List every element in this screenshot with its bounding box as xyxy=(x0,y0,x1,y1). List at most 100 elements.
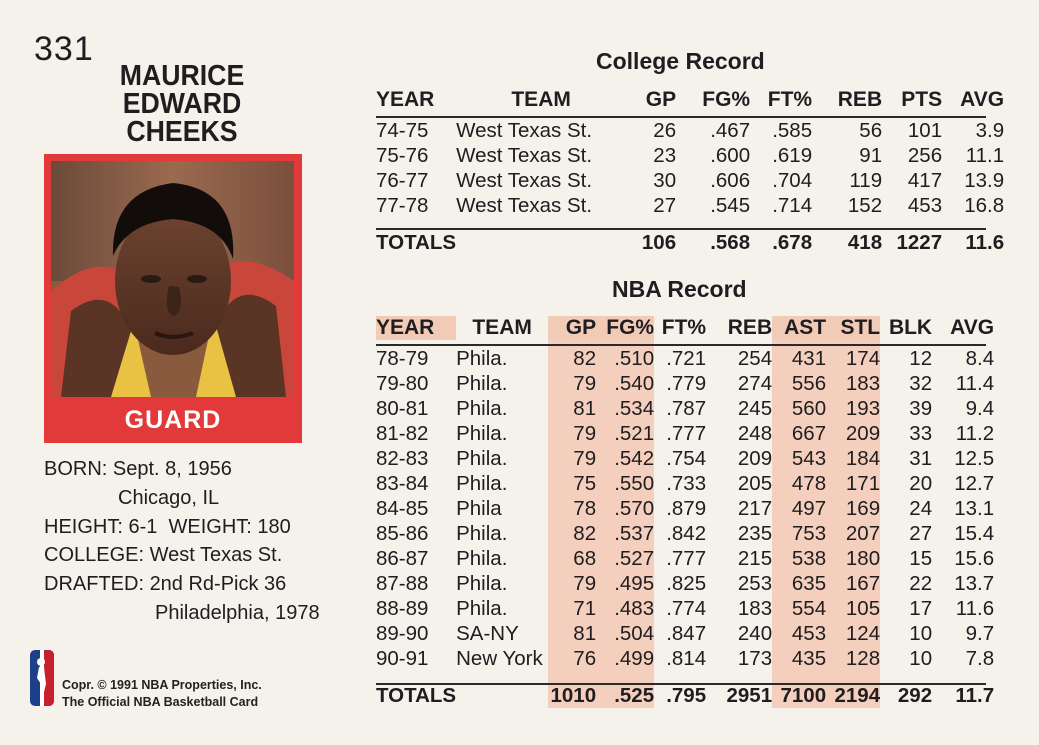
table-cell: 538 xyxy=(772,546,827,571)
table-cell: 82 xyxy=(548,521,597,546)
totals-cell xyxy=(456,218,626,255)
table-cell: .495 xyxy=(596,571,655,596)
totals-cell: 7100 xyxy=(772,671,827,708)
table-cell: 15.4 xyxy=(954,521,995,545)
table-cell: 91 xyxy=(859,143,883,167)
nba-header-row: YEAR TEAM GP FG% FT% REB AST STL BLK AVG xyxy=(376,316,994,340)
table-cell: .467 xyxy=(710,118,751,142)
col-header: FG% xyxy=(596,316,655,340)
table-cell: .504 xyxy=(596,621,655,646)
col-header: REB xyxy=(727,316,773,339)
table-row: 90-91 New York 76.499 .814 173 435 128 10 7.8 xyxy=(376,646,994,671)
table-cell: .540 xyxy=(596,371,655,396)
col-header: GP xyxy=(645,88,677,111)
table-row: 77-78 West Texas St. 27 .545 .714 152 453 16.8 xyxy=(376,193,1004,218)
born-place: Chicago, IL xyxy=(118,486,220,509)
weight-value: 180 xyxy=(257,515,291,538)
born-row: BORN: Sept. 8, 1956 xyxy=(44,455,320,484)
table-row: 76-77 West Texas St. 30 .606 .704 119 417 13.9 xyxy=(376,168,1004,193)
height-label: HEIGHT: xyxy=(44,515,123,538)
table-cell: .483 xyxy=(596,596,655,621)
table-cell: 90-91 xyxy=(376,646,429,670)
born-date: Sept. 8, 1956 xyxy=(112,458,232,480)
drafted-pick: 2nd Rd-Pick 36 xyxy=(149,573,287,596)
table-row: 74-75 West Texas St. 26 .467 .585 56 101 3.9 xyxy=(376,112,1004,143)
table-cell: Phila. xyxy=(456,546,508,570)
table-cell: .879 xyxy=(666,496,707,520)
table-cell: West Texas St. xyxy=(456,168,593,192)
table-cell: 274 xyxy=(737,371,773,395)
col-header: YEAR xyxy=(376,88,435,111)
table-cell: 80-81 xyxy=(376,396,429,420)
table-cell: 83-84 xyxy=(376,471,429,495)
table-cell: 12 xyxy=(909,346,933,370)
table-cell: 88-89 xyxy=(376,596,429,620)
col-header: TEAM xyxy=(511,88,571,111)
table-cell: 75 xyxy=(548,471,597,496)
table-cell: .754 xyxy=(666,446,707,470)
table-cell: 10 xyxy=(909,646,933,670)
table-cell: 68 xyxy=(548,546,597,571)
table-cell: .570 xyxy=(596,496,655,521)
table-cell: 193 xyxy=(826,396,881,421)
table-cell: 453 xyxy=(772,621,827,646)
totals-cell: 1227 xyxy=(896,230,943,254)
table-cell: 11.4 xyxy=(955,371,995,395)
nba-record-title: NBA Record xyxy=(612,276,747,302)
table-cell: 77-78 xyxy=(376,193,429,217)
col-header: FT% xyxy=(661,316,707,339)
col-header: STL xyxy=(826,316,881,340)
table-cell: 22 xyxy=(909,571,933,595)
table-cell: 169 xyxy=(826,496,881,521)
table-cell: 254 xyxy=(737,346,773,370)
player-portrait-image xyxy=(51,161,294,397)
table-cell: .534 xyxy=(596,396,655,421)
table-cell: Phila. xyxy=(456,346,508,370)
table-cell: 215 xyxy=(737,546,773,570)
table-cell: 248 xyxy=(737,421,773,445)
totals-cell: 11.7 xyxy=(955,683,995,707)
table-cell: 87-88 xyxy=(376,571,429,595)
table-cell: .545 xyxy=(710,193,751,217)
table-cell: 11.2 xyxy=(955,421,995,445)
table-cell: 81 xyxy=(548,621,597,646)
table-cell: 56 xyxy=(859,118,883,142)
table-cell: .550 xyxy=(596,471,655,496)
table-cell: 240 xyxy=(737,621,773,645)
table-cell: 33 xyxy=(909,421,933,445)
col-header: AST xyxy=(772,316,827,340)
nba-totals-row: TOTALS 1010 .525 .795 2951 7100 2194 292… xyxy=(376,671,994,708)
totals-cell: TOTALS xyxy=(376,683,457,707)
table-cell: 173 xyxy=(737,646,773,670)
table-cell: Phila. xyxy=(456,521,508,545)
drafted-row: DRAFTED: 2nd Rd-Pick 36 xyxy=(44,570,320,599)
table-cell: Phila. xyxy=(456,571,508,595)
player-middle-name: EDWARD xyxy=(122,88,242,120)
col-header: GP xyxy=(548,316,597,340)
copyright-line1: Copr. © 1991 NBA Properties, Inc. xyxy=(62,678,262,692)
table-cell: 23 xyxy=(653,143,677,167)
table-cell: 13.1 xyxy=(954,496,995,520)
totals-cell: 2951 xyxy=(726,683,773,707)
table-row: 89-90 SA-NY 81.504 .847 240 453 124 10 9.7 xyxy=(376,621,994,646)
table-cell: SA-NY xyxy=(456,621,519,645)
table-cell: 11.6 xyxy=(955,596,995,620)
totals-cell: 418 xyxy=(847,230,883,254)
height-weight-row: HEIGHT: 6-1 WEIGHT: 180 xyxy=(44,513,320,542)
table-cell: 560 xyxy=(772,396,827,421)
table-cell: 128 xyxy=(826,646,881,671)
position-label: GUARD xyxy=(124,406,222,434)
table-cell: 79 xyxy=(548,371,597,396)
table-cell: 79 xyxy=(548,421,597,446)
table-cell: 82-83 xyxy=(376,446,429,470)
table-cell: 15 xyxy=(909,546,933,570)
table-cell: 184 xyxy=(826,446,881,471)
table-cell: 667 xyxy=(772,421,827,446)
col-header: REB xyxy=(837,88,883,111)
table-cell: 31 xyxy=(909,446,933,470)
table-row: 87-88 Phila. 79.495 .825 253 635 167 22 13.7 xyxy=(376,571,994,596)
table-cell: 207 xyxy=(826,521,881,546)
table-cell: 78-79 xyxy=(376,346,429,370)
college-record-title: College Record xyxy=(596,48,765,74)
totals-cell: 292 xyxy=(897,683,933,707)
